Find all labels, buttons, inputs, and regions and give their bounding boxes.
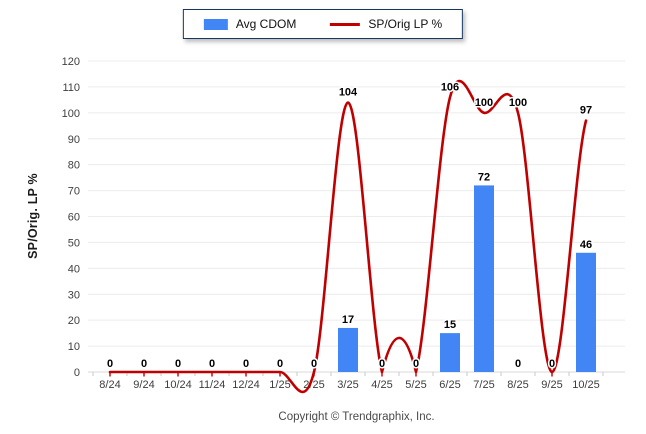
svg-text:20: 20 bbox=[68, 315, 80, 327]
svg-text:11/24: 11/24 bbox=[199, 379, 226, 391]
svg-text:0: 0 bbox=[141, 358, 147, 370]
legend-label-avg-cdom: Avg CDOM bbox=[235, 17, 297, 31]
legend-item-avg-cdom: Avg CDOM bbox=[203, 17, 297, 31]
svg-text:106: 106 bbox=[441, 81, 459, 93]
svg-text:46: 46 bbox=[580, 239, 592, 251]
svg-text:12/24: 12/24 bbox=[232, 379, 260, 391]
svg-text:0: 0 bbox=[549, 358, 555, 370]
svg-text:3/25: 3/25 bbox=[337, 379, 358, 391]
svg-text:10/24: 10/24 bbox=[164, 379, 192, 391]
svg-text:5/25: 5/25 bbox=[405, 379, 426, 391]
svg-text:15: 15 bbox=[444, 319, 456, 331]
svg-text:72: 72 bbox=[478, 171, 490, 183]
svg-text:70: 70 bbox=[68, 186, 80, 198]
svg-text:8/24: 8/24 bbox=[99, 379, 120, 391]
svg-text:100: 100 bbox=[509, 97, 527, 109]
svg-text:0: 0 bbox=[515, 358, 521, 370]
svg-text:40: 40 bbox=[68, 263, 80, 275]
svg-text:100: 100 bbox=[475, 97, 493, 109]
svg-text:10: 10 bbox=[68, 341, 80, 353]
legend-item-sp-orig-lp: SP/Orig LP % bbox=[330, 17, 442, 31]
svg-text:120: 120 bbox=[62, 56, 80, 68]
svg-text:1/25: 1/25 bbox=[269, 379, 290, 391]
legend-label-sp-orig-lp: SP/Orig LP % bbox=[368, 17, 443, 31]
line-series-swatch-icon bbox=[330, 22, 361, 26]
svg-text:80: 80 bbox=[68, 160, 80, 172]
svg-text:0: 0 bbox=[311, 358, 317, 370]
svg-text:0: 0 bbox=[243, 358, 249, 370]
svg-text:0: 0 bbox=[413, 358, 419, 370]
svg-text:9/25: 9/25 bbox=[541, 379, 562, 391]
copyright-text: Copyright © Trendgraphix, Inc. bbox=[278, 411, 435, 423]
svg-text:0: 0 bbox=[74, 367, 80, 379]
svg-text:7/25: 7/25 bbox=[473, 379, 494, 391]
svg-text:4/25: 4/25 bbox=[371, 379, 392, 391]
svg-text:0: 0 bbox=[175, 358, 181, 370]
svg-text:0: 0 bbox=[277, 358, 283, 370]
svg-text:97: 97 bbox=[580, 105, 592, 117]
svg-text:17: 17 bbox=[342, 314, 354, 326]
bar-series-swatch-icon bbox=[203, 18, 228, 30]
svg-text:6/25: 6/25 bbox=[439, 379, 460, 391]
svg-text:10/25: 10/25 bbox=[572, 379, 600, 391]
svg-text:60: 60 bbox=[68, 212, 80, 224]
svg-text:50: 50 bbox=[68, 237, 80, 249]
svg-text:0: 0 bbox=[107, 358, 113, 370]
svg-text:100: 100 bbox=[62, 108, 80, 120]
svg-text:30: 30 bbox=[68, 289, 80, 301]
svg-text:90: 90 bbox=[68, 134, 80, 146]
legend: Avg CDOM SP/Orig LP % bbox=[182, 9, 464, 39]
svg-text:0: 0 bbox=[379, 358, 385, 370]
svg-text:110: 110 bbox=[62, 82, 80, 94]
svg-text:8/25: 8/25 bbox=[507, 379, 528, 391]
svg-text:9/24: 9/24 bbox=[133, 379, 154, 391]
svg-text:0: 0 bbox=[209, 358, 215, 370]
svg-text:104: 104 bbox=[339, 86, 358, 98]
